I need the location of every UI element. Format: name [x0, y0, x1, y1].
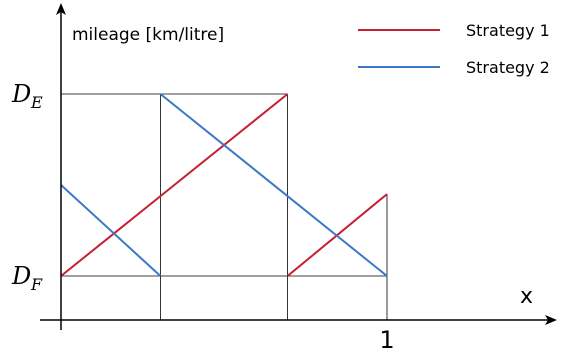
x-axis-label: x — [520, 284, 533, 309]
legend-label-strategy-1: Strategy 1 — [466, 21, 550, 40]
y-tick-label: D — [11, 262, 31, 290]
y-tick-label-subscript: F — [30, 275, 43, 294]
series-1-segment — [61, 94, 288, 276]
legend: Strategy 1 Strategy 2 — [358, 21, 550, 77]
series-2-segment — [160, 94, 387, 276]
x-tick-labels: 1 — [379, 326, 394, 354]
x-tick-label: 1 — [379, 326, 394, 354]
series-2-segment — [61, 185, 160, 276]
y-axis-label: mileage [km/litre] — [72, 25, 224, 45]
series-lines — [61, 94, 387, 276]
grid-lines — [61, 94, 387, 320]
legend-label-strategy-2: Strategy 2 — [466, 58, 550, 77]
y-tick-labels: D FD E — [11, 80, 43, 294]
y-tick-label-subscript: E — [30, 93, 43, 112]
y-tick-label: D — [11, 80, 31, 108]
